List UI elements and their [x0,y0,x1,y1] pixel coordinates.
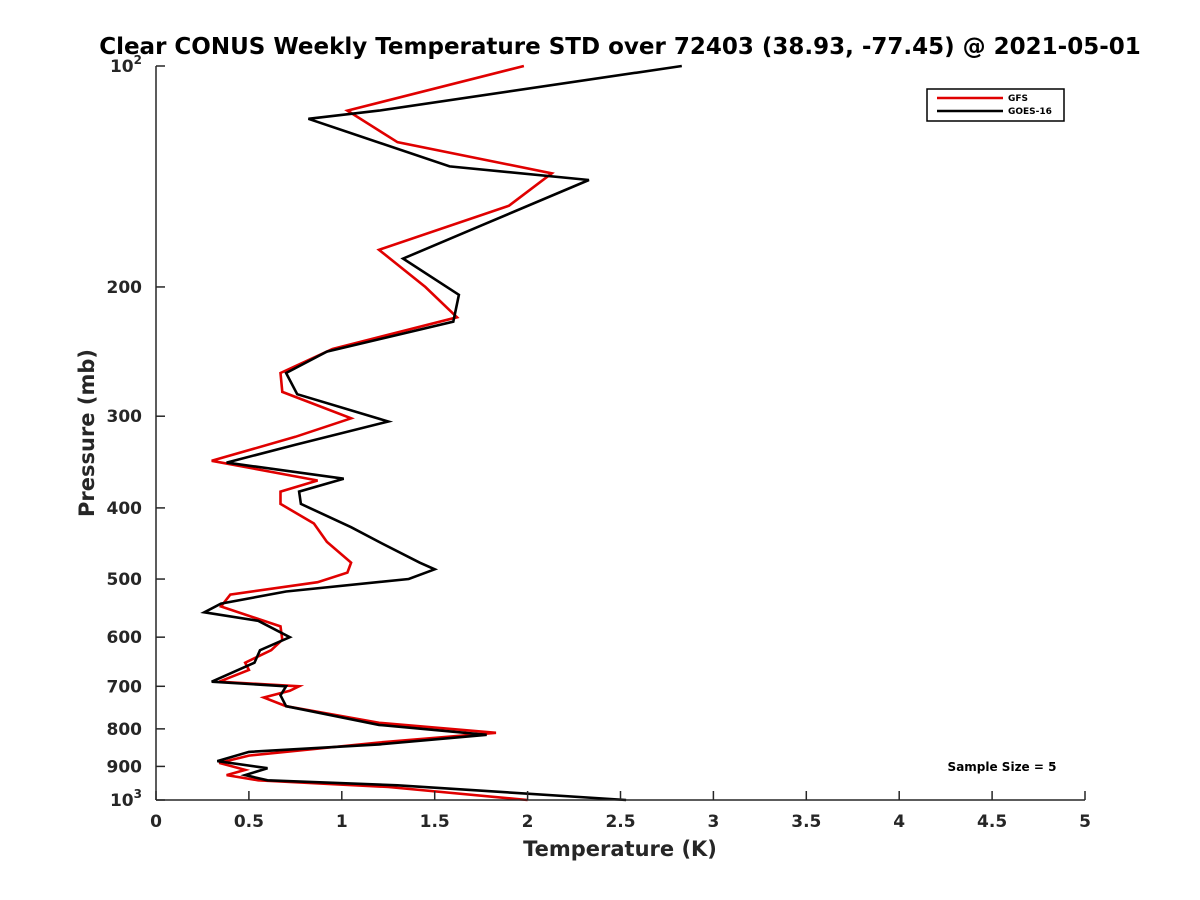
y-tick-label: 103 [110,787,142,811]
legend: GFS GOES-16 [926,88,1065,122]
y-axis-label: Pressure (mb) [75,349,99,517]
y-tick-label: 500 [107,570,143,590]
y-tick-label: 700 [107,677,143,697]
y-tick-label: 300 [107,407,143,427]
x-tick-label: 5 [1079,812,1091,832]
x-tick-label: 2 [522,812,534,832]
y-tick-label: 800 [107,720,143,740]
x-tick-label: 0 [150,812,162,832]
legend-box [926,88,1065,122]
y-tick-label: 400 [107,499,143,519]
legend-label-goes-16: GOES-16 [1008,107,1052,117]
chart-title: Clear CONUS Weekly Temperature STD over … [99,34,1141,60]
series-line-goes-16 [200,64,682,802]
y-tick-label: 600 [107,628,143,648]
x-axis-label: Temperature (K) [523,837,717,861]
x-tick-label: 4.5 [977,812,1007,832]
x-tick-label: 3 [707,812,719,832]
x-tick-label: 2.5 [605,812,635,832]
legend-label-gfs: GFS [1008,94,1028,104]
series-line-gfs [211,64,555,802]
x-tick-label: 0.5 [234,812,264,832]
y-tick-label: 900 [107,757,143,777]
y-tick-label: 102 [110,53,142,77]
x-tick-label: 4 [893,812,905,832]
x-tick-label: 1 [336,812,348,832]
x-tick-label: 3.5 [791,812,821,832]
x-tick-label: 1.5 [420,812,450,832]
y-tick-label: 200 [107,278,143,298]
plot-area: 0 0.5 1 1.5 2 2.5 3 3.5 4 4.5 5 102 200 300 400 500 600 7… [107,53,1091,832]
axes-layer: 0 0.5 1 1.5 2 2.5 3 3.5 4 4.5 5 102 200 300 400 500 600 7… [107,53,1091,832]
series-layer [200,64,682,802]
sample-size-annotation: Sample Size = 5 [948,760,1057,774]
